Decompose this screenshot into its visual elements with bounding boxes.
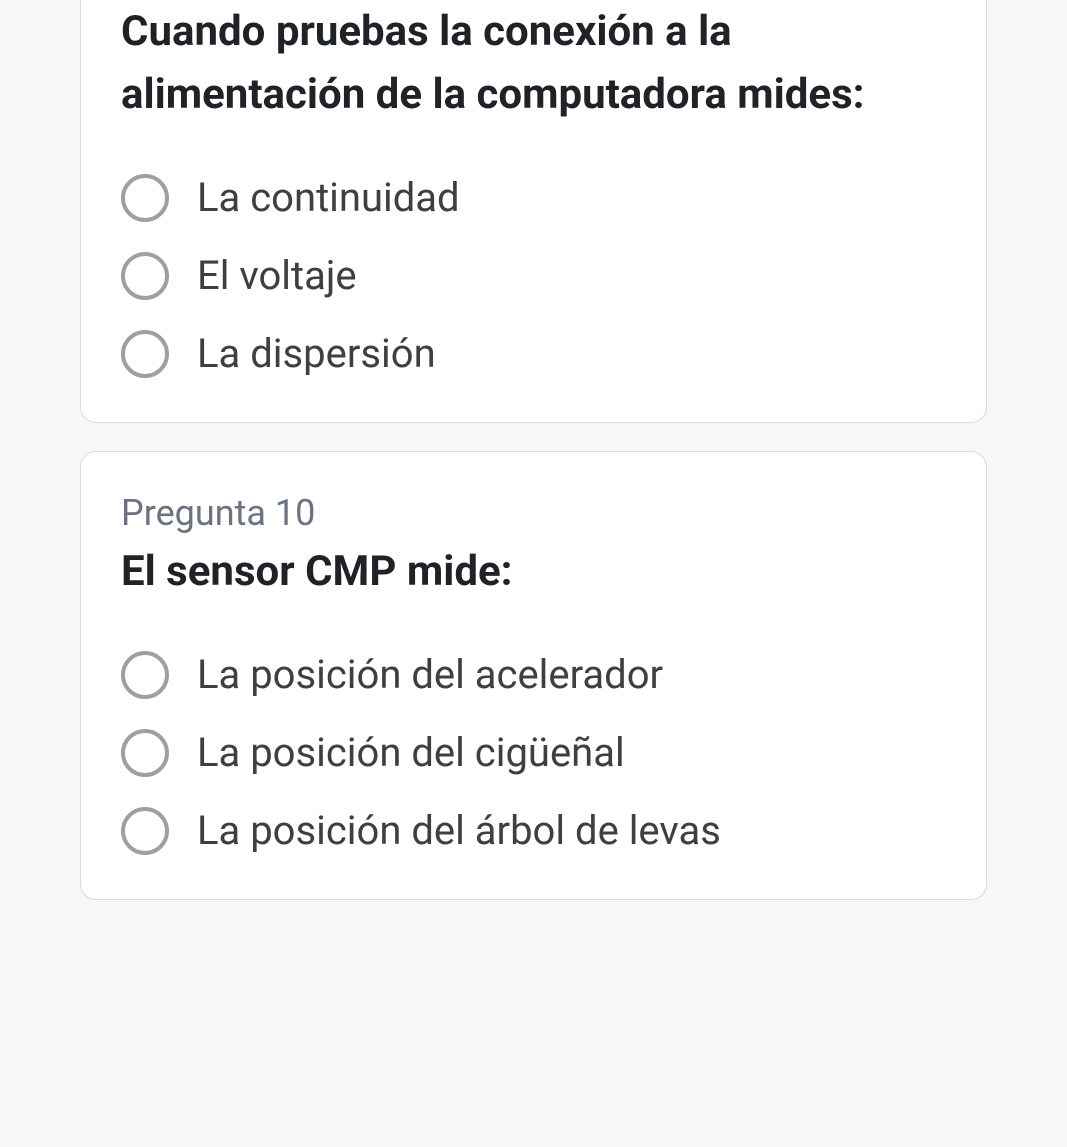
question-card: Cuando pruebas la conexión a la alimenta… (80, 0, 987, 423)
option-label: La posición del árbol de levas (197, 807, 721, 855)
radio-icon[interactable] (121, 252, 169, 300)
option-row[interactable]: La posición del cigüeñal (121, 729, 946, 777)
option-row[interactable]: El voltaje (121, 252, 946, 300)
option-label: La posición del acelerador (197, 651, 663, 699)
radio-icon[interactable] (121, 330, 169, 378)
option-row[interactable]: La dispersión (121, 330, 946, 378)
radio-icon[interactable] (121, 651, 169, 699)
question-label: Pregunta 10 (121, 492, 946, 534)
option-label: La dispersión (197, 330, 436, 378)
question-title: El sensor CMP mide: (121, 540, 946, 603)
question-title: Cuando pruebas la conexión a la alimenta… (121, 0, 946, 126)
radio-icon[interactable] (121, 729, 169, 777)
option-row[interactable]: La posición del acelerador (121, 651, 946, 699)
option-label: La continuidad (197, 174, 460, 222)
radio-icon[interactable] (121, 174, 169, 222)
option-label: El voltaje (197, 252, 357, 300)
question-card: Pregunta 10 El sensor CMP mide: La posic… (80, 451, 987, 900)
option-label: La posición del cigüeñal (197, 729, 625, 777)
radio-icon[interactable] (121, 807, 169, 855)
option-row[interactable]: La posición del árbol de levas (121, 807, 946, 855)
option-row[interactable]: La continuidad (121, 174, 946, 222)
